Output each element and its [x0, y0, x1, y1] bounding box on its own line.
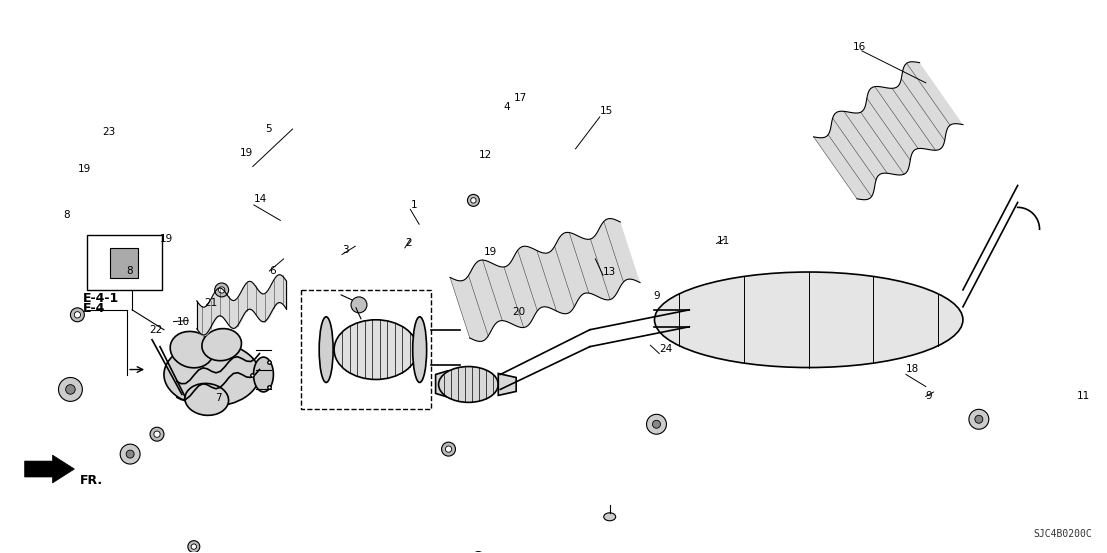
Text: 14: 14 — [254, 195, 267, 205]
Text: 8: 8 — [126, 266, 133, 276]
Circle shape — [351, 297, 366, 313]
Circle shape — [192, 544, 197, 549]
Polygon shape — [435, 371, 448, 398]
Circle shape — [65, 385, 75, 394]
Circle shape — [215, 283, 229, 297]
Bar — [87, 235, 162, 290]
Circle shape — [188, 541, 199, 552]
Circle shape — [467, 195, 479, 206]
Circle shape — [71, 308, 84, 322]
Text: 15: 15 — [600, 106, 613, 117]
Bar — [301, 290, 431, 409]
Circle shape — [969, 409, 989, 429]
Circle shape — [442, 442, 455, 456]
Circle shape — [151, 427, 164, 441]
Polygon shape — [24, 455, 74, 483]
Circle shape — [472, 551, 485, 553]
Text: 23: 23 — [102, 127, 115, 137]
Text: 19: 19 — [161, 234, 174, 244]
Text: 17: 17 — [514, 93, 527, 103]
Circle shape — [59, 378, 82, 401]
Circle shape — [126, 450, 134, 458]
Text: 9: 9 — [925, 392, 932, 401]
Ellipse shape — [254, 357, 273, 392]
Ellipse shape — [164, 343, 259, 406]
Circle shape — [646, 414, 666, 434]
Ellipse shape — [438, 367, 498, 403]
Text: FR.: FR. — [80, 473, 103, 487]
Circle shape — [154, 431, 161, 437]
Circle shape — [975, 415, 983, 423]
Text: 11: 11 — [716, 236, 730, 246]
Circle shape — [121, 444, 141, 464]
Text: E-4-1: E-4-1 — [83, 292, 120, 305]
Ellipse shape — [603, 513, 615, 521]
Ellipse shape — [170, 331, 214, 368]
Bar — [111, 248, 138, 278]
Text: 19: 19 — [239, 148, 252, 158]
Text: 2: 2 — [405, 238, 412, 248]
Text: 8: 8 — [63, 210, 70, 220]
Text: 4: 4 — [504, 102, 510, 112]
Text: SJC4B0200C: SJC4B0200C — [1034, 529, 1093, 539]
Circle shape — [218, 287, 225, 293]
Ellipse shape — [201, 328, 241, 361]
Text: 3: 3 — [342, 245, 349, 255]
Text: 12: 12 — [478, 150, 492, 160]
Text: 22: 22 — [149, 325, 163, 336]
Circle shape — [652, 420, 661, 428]
Ellipse shape — [185, 383, 229, 415]
Circle shape — [470, 198, 476, 203]
Text: 16: 16 — [853, 41, 867, 51]
Text: 21: 21 — [205, 298, 218, 308]
Polygon shape — [498, 373, 516, 395]
Text: 6: 6 — [269, 266, 276, 276]
Ellipse shape — [413, 317, 426, 383]
Ellipse shape — [654, 272, 963, 368]
Ellipse shape — [334, 320, 417, 379]
Polygon shape — [814, 62, 963, 200]
Text: 10: 10 — [177, 317, 190, 327]
Text: 19: 19 — [484, 247, 497, 257]
Circle shape — [445, 446, 452, 452]
Circle shape — [74, 312, 81, 318]
Text: 5: 5 — [265, 124, 271, 134]
Text: 7: 7 — [216, 393, 223, 403]
Text: 19: 19 — [77, 164, 91, 174]
Text: E-4: E-4 — [83, 302, 105, 315]
Text: 9: 9 — [654, 291, 661, 301]
Text: 1: 1 — [411, 200, 417, 210]
Text: 13: 13 — [603, 267, 617, 277]
Polygon shape — [451, 218, 640, 341]
Text: 11: 11 — [1077, 392, 1090, 401]
Text: 24: 24 — [660, 344, 672, 354]
Text: 20: 20 — [513, 307, 526, 317]
Ellipse shape — [319, 317, 333, 383]
Text: 18: 18 — [906, 364, 919, 374]
